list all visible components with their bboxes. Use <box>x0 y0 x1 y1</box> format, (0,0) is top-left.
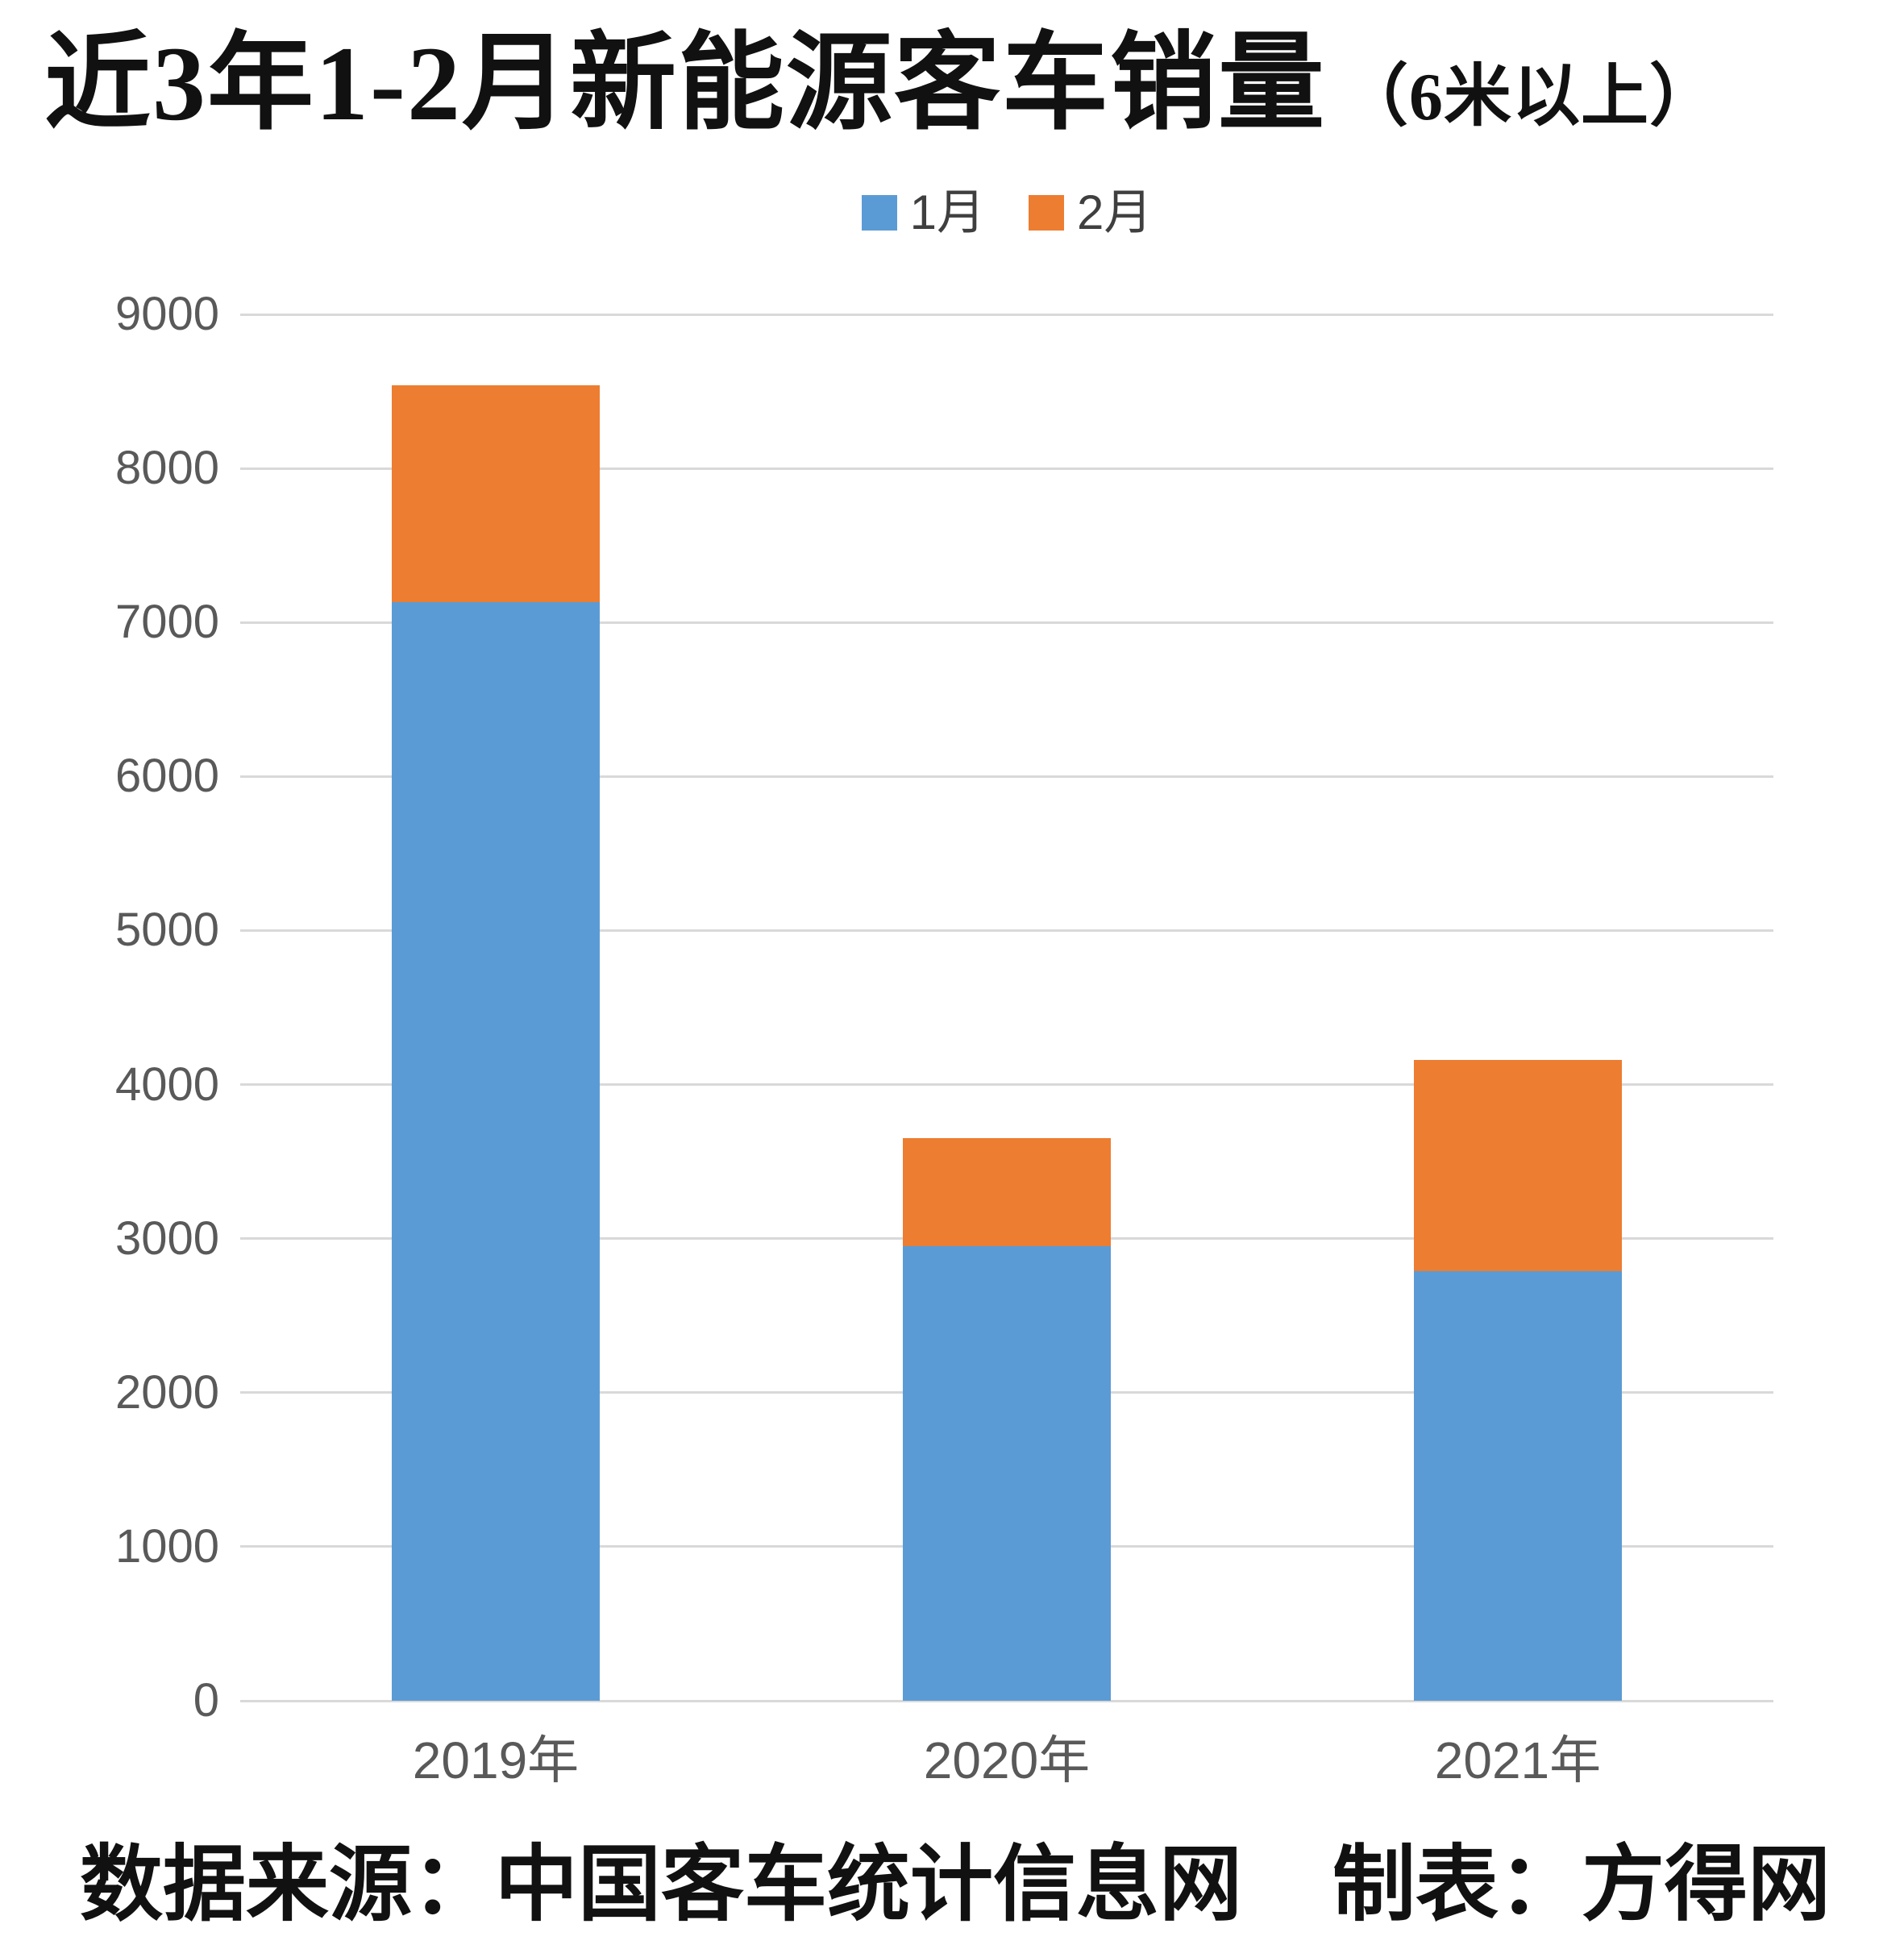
bar-column <box>1262 314 1773 1701</box>
y-axis-tick-label: 1000 <box>114 1519 219 1573</box>
bar-segment-2月 <box>902 1138 1111 1247</box>
bar-segment-1月 <box>902 1246 1111 1701</box>
y-axis-tick-label: 3000 <box>114 1211 219 1265</box>
bar-segment-2月 <box>1413 1060 1622 1271</box>
gridline <box>240 1699 1773 1702</box>
legend-label: 1月 <box>909 185 985 239</box>
gridline <box>240 775 1773 778</box>
y-axis-tick-label: 9000 <box>114 288 219 340</box>
stacked-bar-2019年 <box>391 314 600 1701</box>
y-axis-tick-label: 6000 <box>114 750 219 803</box>
y-axis-tick-label: 7000 <box>114 596 219 649</box>
x-axis-tick-label: 2021年 <box>1434 1731 1602 1789</box>
legend-label: 2月 <box>1077 185 1153 239</box>
x-axis: 2019年 2020年 2021年 <box>240 1735 1773 1786</box>
footer-note: 数据来源：中国客车统计信息网 制表：方得网 <box>80 1838 1831 1933</box>
legend-item-2月: 2月 <box>1029 189 1152 237</box>
x-axis-tick-label: 2020年 <box>923 1731 1091 1789</box>
legend-item-1月: 1月 <box>861 185 985 239</box>
credit-note: 制表：方得网 <box>1332 1839 1831 1931</box>
gridline <box>240 313 1773 316</box>
y-axis-tick-label: 4000 <box>114 1058 219 1111</box>
bar-column <box>751 314 1262 1701</box>
chart-title-main: 近3年1-2月新能源客车销量 <box>44 24 1326 143</box>
bar-segment-1月 <box>391 602 600 1701</box>
gridline <box>240 467 1773 470</box>
gridline <box>240 621 1773 624</box>
y-axis-tick-label: 5000 <box>114 904 219 957</box>
legend: 1月 2月 <box>240 189 1773 237</box>
legend-swatch-icon <box>1029 195 1064 231</box>
data-source-note: 数据来源：中国客车统计信息网 <box>80 1839 1242 1931</box>
y-axis-tick-label: 2000 <box>114 1365 219 1419</box>
gridline <box>240 929 1773 932</box>
bar-column <box>240 314 751 1701</box>
plot-area: 0 1000 2000 3000 4000 5000 6000 7000 8000 9000 <box>115 291 1773 1724</box>
stacked-bar-2021年 <box>1413 314 1622 1701</box>
stacked-bar-2020年 <box>902 314 1111 1701</box>
gridline <box>240 1083 1773 1087</box>
chart-title-suffix: （6米以上） <box>1340 60 1718 135</box>
chart-title: 近3年1-2月新能源客车销量 （6米以上） <box>44 6 1718 160</box>
legend-swatch-icon <box>861 195 897 231</box>
x-axis-tick-label: 2019年 <box>412 1731 580 1789</box>
y-axis-tick-label: 8000 <box>114 442 219 495</box>
bar-segment-2月 <box>391 384 600 603</box>
bar-segment-1月 <box>1413 1270 1622 1701</box>
y-axis-tick-label: 0 <box>193 1674 219 1727</box>
